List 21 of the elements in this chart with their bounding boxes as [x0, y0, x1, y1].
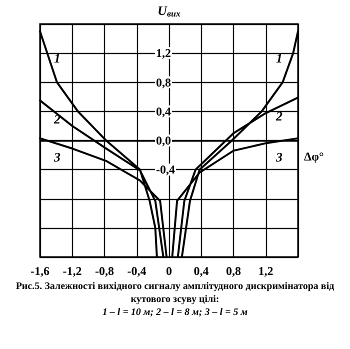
x-tick-label: -0,4 — [127, 264, 146, 278]
y-tick-label: 0,4 — [156, 104, 171, 118]
text: 1 – l = 10 м; 2 – l = 8 м; 3 – l = 5 м — [101, 306, 249, 319]
x-tick-label: 0,8 — [226, 264, 241, 278]
y-tick-label: 1,2 — [156, 46, 171, 60]
y-tick-label: 0,8 — [156, 75, 171, 90]
x-tick-label: 1,2 — [258, 264, 274, 278]
y-tick-label: 0,0 — [156, 134, 171, 148]
series-label: 1 — [54, 50, 60, 66]
x-tick-label: -0,8 — [95, 264, 114, 278]
text: 2 — [276, 108, 282, 124]
x-tick-label: 0 — [166, 264, 172, 278]
y-tick-label: -0,4 — [156, 162, 175, 177]
x-tick-label: 0,4 — [194, 264, 209, 278]
x-tick-label: -1,2 — [62, 264, 82, 278]
text: 1 — [276, 50, 282, 66]
text: Рис.5. Залежності вихідного сигналу амплітудного дискримінатора від кутового зсуву цілі: — [14, 280, 336, 306]
series-label: 3 — [53, 149, 61, 164]
x-axis-title: Δφ° — [304, 150, 324, 164]
text: 3 — [276, 149, 282, 164]
x-tick-label: -1,6 — [30, 264, 50, 278]
